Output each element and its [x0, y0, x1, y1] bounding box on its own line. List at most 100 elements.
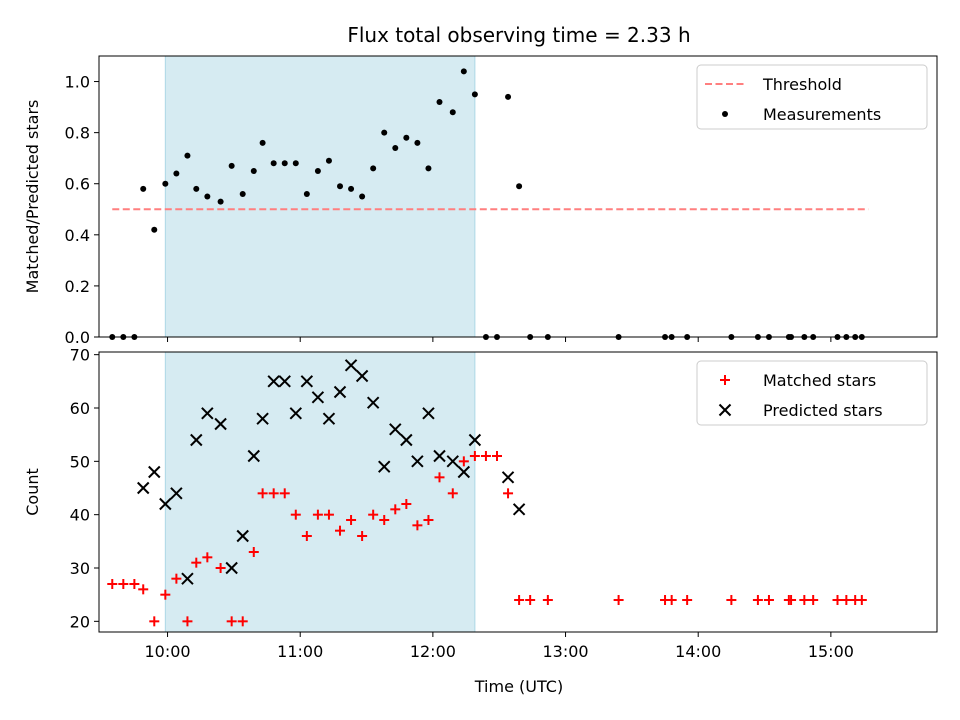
x-tick-label: 12:00: [410, 642, 456, 661]
y-tick-label: 1.0: [65, 73, 90, 92]
data-point: [281, 160, 288, 167]
data-point: [505, 93, 512, 100]
data-point: [312, 509, 323, 520]
bottom-panel: 20 30 40 50 60 70 10:00 11:00 12:00 13:00 14:00 15:…: [23, 346, 938, 661]
plot-frame: [98, 55, 938, 338]
data-point: [129, 579, 140, 589]
top-panel: 0.0 0.2 0.4 0.6 0.8 1.0 Matched/Predicted star…: [23, 55, 938, 347]
y-tick-label: 20: [70, 612, 90, 631]
data-point: [250, 167, 257, 174]
data-point-b: [300, 375, 314, 388]
observing-interval-band: [165, 56, 475, 337]
data-point-b: [468, 433, 482, 447]
data-point-b: [247, 449, 260, 463]
legend-marker: [720, 375, 730, 385]
y-tick-label: 0.6: [65, 175, 90, 194]
data-point: [763, 595, 774, 605]
data-point-b: [400, 433, 413, 447]
x-tick-label: 11:00: [277, 642, 323, 661]
data-point: [151, 226, 158, 233]
data-point-b: [378, 460, 391, 473]
data-point: [471, 91, 478, 98]
y-tick-label: 0.4: [65, 226, 90, 245]
data-point-b: [355, 369, 369, 383]
data-point: [160, 589, 171, 600]
data-point: [516, 183, 523, 190]
data-point: [311, 391, 325, 404]
data-point: [389, 423, 402, 436]
data-point: [368, 509, 379, 520]
data-point-b: [422, 407, 435, 420]
data-point: [204, 193, 211, 200]
data-point: [348, 185, 355, 192]
data-point-b: [190, 433, 203, 447]
data-point: [392, 144, 399, 151]
data-point: [786, 595, 797, 605]
data-point-b: [433, 449, 446, 463]
data-point: [323, 509, 334, 520]
data-point: [469, 451, 480, 461]
data-point: [491, 451, 502, 461]
data-point: [279, 488, 290, 499]
data-point: [184, 152, 191, 159]
series-matched-stars: [107, 451, 867, 627]
plot-frame: [98, 351, 938, 633]
y-tick-label: 40: [70, 506, 90, 525]
chart-title: Flux total observing time = 2.33 h: [347, 23, 690, 47]
data-point: [259, 139, 266, 146]
data-point-b: [267, 375, 280, 388]
data-point: [193, 185, 200, 192]
series-predicted-stars: [137, 359, 526, 585]
legend-label: Measurements: [763, 105, 881, 124]
data-point: [366, 396, 380, 409]
data-point: [314, 167, 321, 174]
data-point: [446, 455, 459, 468]
y-tick-label: 30: [70, 559, 90, 578]
data-point: [434, 472, 445, 483]
data-point: [228, 162, 235, 169]
data-point: [217, 198, 224, 205]
data-point-b: [159, 497, 172, 511]
y-axis-label: Matched/Predicted stars: [23, 100, 42, 294]
legend-label: Matched stars: [763, 371, 876, 390]
data-point: [159, 497, 172, 511]
data-point: [289, 407, 302, 420]
data-point: [226, 616, 237, 627]
legend-marker: [718, 403, 732, 417]
data-point: [381, 129, 388, 136]
data-point: [682, 595, 693, 605]
data-point: [248, 547, 259, 557]
data-point-b: [225, 561, 238, 575]
legend-marker: [722, 111, 728, 117]
data-point: [278, 375, 291, 388]
data-point: [202, 552, 213, 563]
data-point-b: [457, 465, 471, 479]
data-point: [447, 488, 458, 499]
data-point-b: [236, 529, 249, 543]
data-point-b: [148, 465, 161, 479]
data-point: [182, 616, 193, 627]
x-tick-label: 10:00: [144, 642, 190, 661]
legend: Threshold Measurements: [696, 64, 928, 130]
data-point: [335, 525, 346, 536]
data-point: [257, 488, 268, 499]
data-point-b: [181, 572, 194, 585]
data-point: [808, 595, 819, 605]
y-tick-label: 0.2: [65, 277, 90, 296]
data-point-b: [137, 481, 150, 495]
data-point-b: [446, 455, 459, 468]
data-point-b: [512, 503, 526, 516]
data-point: [468, 433, 482, 447]
data-point: [225, 561, 238, 575]
data-point: [137, 481, 150, 495]
data-point: [457, 465, 471, 479]
data-point: [190, 433, 203, 447]
data-point: [322, 412, 336, 425]
data-point: [140, 185, 147, 192]
data-point: [799, 595, 810, 605]
data-point: [666, 595, 677, 605]
data-point: [503, 488, 514, 499]
data-point: [370, 165, 377, 172]
y-tick-label: 0.0: [65, 328, 90, 347]
